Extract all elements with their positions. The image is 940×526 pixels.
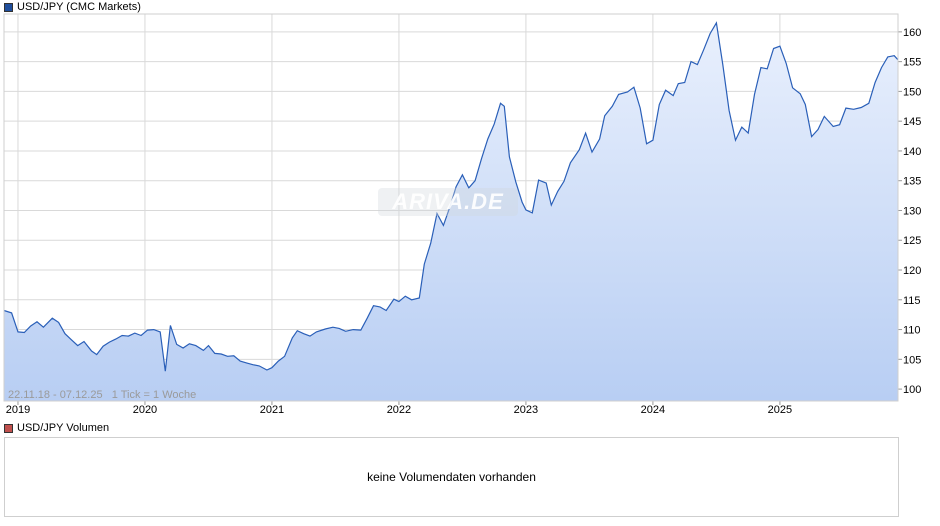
- series-line-usd-jpy: [3, 21, 899, 372]
- x-tick-label: 2023: [514, 404, 538, 416]
- x-tick-label: 2021: [260, 404, 284, 416]
- axis-ticks: 100 105 110 115 120 125 130 135 140 145 150 155 160 2…: [6, 27, 922, 416]
- series-area-fill: [4, 22, 898, 402]
- y-tick-label: 105: [903, 354, 921, 366]
- volume-empty-message: keine Volumendaten vorhanden: [367, 470, 536, 484]
- price-legend-label: USD/JPY (CMC Markets): [17, 1, 141, 13]
- y-tick-label: 115: [903, 295, 921, 307]
- volume-legend-label: USD/JPY Volumen: [17, 422, 110, 434]
- range-label: 22.11.18 - 07.12.25 1 Tick = 1 Woche: [8, 389, 197, 401]
- y-tick-label: 110: [903, 325, 921, 337]
- y-tick-label: 140: [903, 146, 921, 158]
- y-tick-label: 150: [903, 86, 921, 98]
- y-tick-label: 160: [903, 27, 921, 39]
- y-tick-label: 145: [903, 116, 921, 128]
- x-tick-label: 2025: [768, 404, 792, 416]
- volume-legend-swatch: [4, 424, 13, 433]
- y-tick-label: 125: [903, 235, 921, 247]
- x-tick-label: 2022: [387, 404, 411, 416]
- volume-panel: keine Volumendaten vorhanden: [4, 437, 899, 517]
- y-tick-label: 135: [903, 176, 921, 188]
- x-tick-label: 2019: [6, 404, 30, 416]
- x-tick-label: 2020: [133, 404, 157, 416]
- y-tick-label: 130: [903, 205, 921, 217]
- price-legend: USD/JPY (CMC Markets): [4, 1, 141, 14]
- y-tick-label: 155: [903, 57, 921, 69]
- chart-frame: [3, 13, 899, 402]
- price-legend-swatch: [4, 3, 13, 12]
- x-tick-label: 2024: [641, 404, 665, 416]
- y-tick-label: 120: [903, 265, 921, 277]
- watermark-logo: ARIVA.DE: [378, 188, 518, 216]
- y-tick-label: 100: [903, 384, 921, 396]
- volume-legend: USD/JPY Volumen: [4, 422, 109, 435]
- chart-area: [3, 21, 899, 402]
